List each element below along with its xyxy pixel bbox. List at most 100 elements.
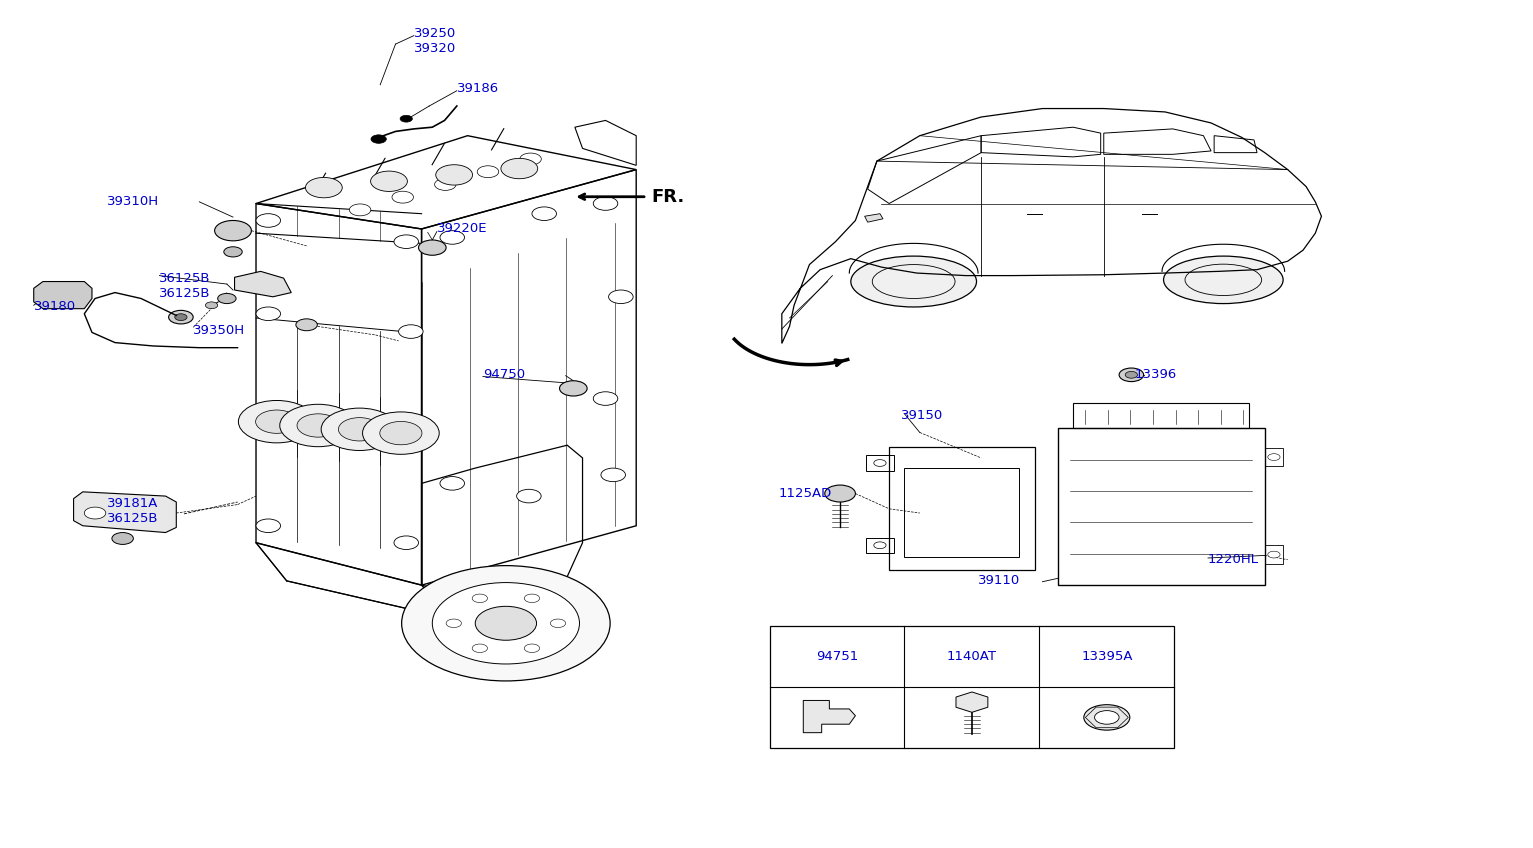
Circle shape — [895, 271, 932, 292]
Circle shape — [112, 533, 133, 544]
Circle shape — [218, 293, 236, 304]
Bar — [904, 468, 1019, 557]
Bar — [770, 626, 1174, 748]
Polygon shape — [34, 282, 92, 309]
Circle shape — [371, 171, 408, 192]
Text: 13396: 13396 — [1134, 368, 1177, 382]
Text: 39180: 39180 — [34, 300, 75, 314]
Polygon shape — [74, 492, 176, 533]
Circle shape — [400, 115, 412, 122]
Ellipse shape — [851, 256, 977, 307]
Circle shape — [609, 290, 633, 304]
Circle shape — [402, 566, 610, 681]
Text: 36125B: 36125B — [159, 271, 212, 285]
Ellipse shape — [1164, 256, 1283, 304]
Text: 36125B: 36125B — [159, 287, 212, 300]
Circle shape — [435, 179, 455, 191]
Circle shape — [825, 485, 855, 502]
Circle shape — [362, 412, 438, 455]
Circle shape — [435, 165, 472, 185]
Circle shape — [281, 404, 356, 447]
Circle shape — [394, 235, 419, 248]
Circle shape — [322, 408, 399, 450]
Circle shape — [440, 477, 464, 490]
Circle shape — [1084, 705, 1130, 730]
Circle shape — [472, 594, 487, 603]
Circle shape — [1268, 454, 1280, 460]
Circle shape — [256, 519, 281, 533]
Text: 39150: 39150 — [901, 409, 944, 422]
Text: 39320: 39320 — [414, 42, 457, 55]
Circle shape — [874, 542, 886, 549]
Circle shape — [339, 417, 380, 441]
Circle shape — [256, 214, 281, 227]
Circle shape — [501, 159, 538, 179]
Circle shape — [84, 507, 106, 519]
Text: 39110: 39110 — [978, 573, 1021, 587]
Circle shape — [399, 325, 423, 338]
Bar — [866, 538, 894, 553]
Circle shape — [175, 314, 187, 321]
Text: 39186: 39186 — [457, 81, 498, 95]
Circle shape — [1119, 368, 1144, 382]
Circle shape — [305, 177, 342, 198]
Text: 36125B: 36125B — [107, 512, 159, 526]
Circle shape — [593, 197, 618, 210]
Circle shape — [472, 644, 487, 652]
Circle shape — [560, 381, 587, 396]
Text: 1140AT: 1140AT — [947, 650, 996, 663]
Text: 1220HL: 1220HL — [1208, 553, 1259, 566]
Circle shape — [419, 240, 446, 255]
Circle shape — [1125, 371, 1137, 378]
Bar — [1058, 428, 1265, 585]
Text: 39250: 39250 — [414, 27, 457, 41]
Circle shape — [256, 307, 281, 321]
Circle shape — [601, 468, 625, 482]
Circle shape — [169, 310, 193, 324]
Bar — [1073, 403, 1249, 428]
Circle shape — [477, 166, 498, 178]
Circle shape — [524, 594, 540, 603]
Circle shape — [394, 536, 419, 550]
Polygon shape — [957, 692, 987, 712]
Circle shape — [1268, 551, 1280, 558]
Polygon shape — [865, 214, 883, 222]
Circle shape — [440, 231, 464, 244]
Circle shape — [593, 392, 618, 405]
Circle shape — [1095, 711, 1119, 724]
Circle shape — [215, 220, 251, 241]
Circle shape — [392, 191, 414, 204]
Bar — [889, 447, 1035, 570]
Circle shape — [380, 421, 422, 444]
Circle shape — [371, 135, 386, 143]
Circle shape — [350, 204, 371, 216]
Circle shape — [296, 319, 317, 331]
Circle shape — [446, 619, 461, 628]
Circle shape — [1206, 271, 1240, 289]
Circle shape — [205, 302, 218, 309]
Circle shape — [520, 153, 541, 165]
Circle shape — [524, 644, 540, 652]
Text: 94750: 94750 — [483, 368, 524, 382]
Text: FR.: FR. — [652, 187, 685, 206]
Circle shape — [517, 489, 541, 503]
Circle shape — [224, 247, 242, 257]
Circle shape — [550, 619, 566, 628]
Text: 39350H: 39350H — [193, 324, 245, 338]
Bar — [866, 455, 894, 471]
Circle shape — [532, 207, 556, 220]
Text: 39220E: 39220E — [437, 222, 487, 236]
Text: 1125AD: 1125AD — [779, 487, 832, 500]
Bar — [1265, 545, 1283, 564]
Bar — [1265, 448, 1283, 466]
Polygon shape — [235, 271, 291, 297]
Text: 39181A: 39181A — [107, 497, 159, 510]
Text: 94751: 94751 — [816, 650, 858, 663]
Circle shape — [256, 410, 297, 433]
Polygon shape — [803, 700, 855, 733]
Circle shape — [475, 606, 537, 640]
Text: 39310H: 39310H — [107, 195, 159, 209]
Circle shape — [297, 414, 339, 438]
Circle shape — [432, 583, 579, 664]
Circle shape — [874, 460, 886, 466]
